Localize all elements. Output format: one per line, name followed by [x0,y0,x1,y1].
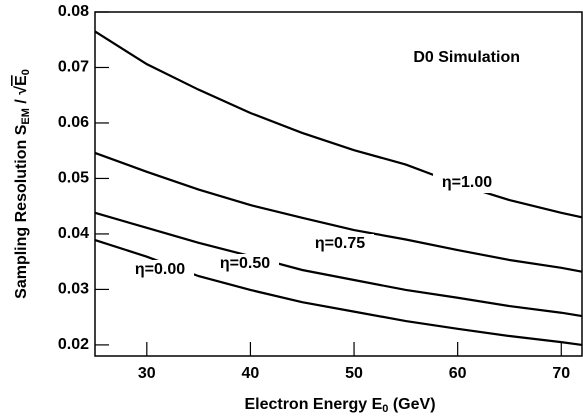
x-axis-label: Electron Energy E0 (GeV) [244,396,435,415]
plot-frame [94,11,583,357]
label-bg [306,234,374,254]
y-label-sub: 0 [20,69,32,75]
y-tick-label: 0.03 [58,281,89,298]
y-tick-label: 0.08 [58,3,89,20]
x-tick-label: 30 [138,365,156,382]
x-tick-label: 50 [345,365,363,382]
series-label: η=1.00 [442,174,492,191]
x-tick-label: 60 [449,365,467,382]
y-tick-label: 0.05 [58,170,89,187]
series-label: η=0.50 [220,255,270,272]
series-line [94,30,583,219]
x-label-sub: 0 [382,403,388,415]
y-label-part: E [13,75,30,86]
label-bg [211,254,279,274]
x-label-part: Electron Energy E [244,396,382,413]
x-label-part: (GeV) [388,396,435,413]
y-label-sub: EM [20,108,32,125]
y-label-part: / √ [13,86,30,108]
y-tick-label: 0.06 [58,114,89,131]
label-bg [126,260,194,280]
y-label-part: Sampling Resolution S [13,124,30,299]
series-line [94,151,583,273]
y-axis-label: Sampling Resolution SEM / √E0 [13,69,32,299]
series-line [94,211,583,318]
series-line [94,238,583,346]
x-tick-label: 40 [242,365,260,382]
annotation: D0 Simulation [413,49,520,66]
label-bg [433,173,501,193]
y-tick-label: 0.04 [58,225,89,242]
y-tick-label: 0.02 [58,336,89,353]
y-tick-label: 0.07 [58,59,89,76]
series-label: η=0.75 [315,235,365,252]
series-label: η=0.00 [135,261,185,278]
x-tick-label: 70 [552,365,570,382]
